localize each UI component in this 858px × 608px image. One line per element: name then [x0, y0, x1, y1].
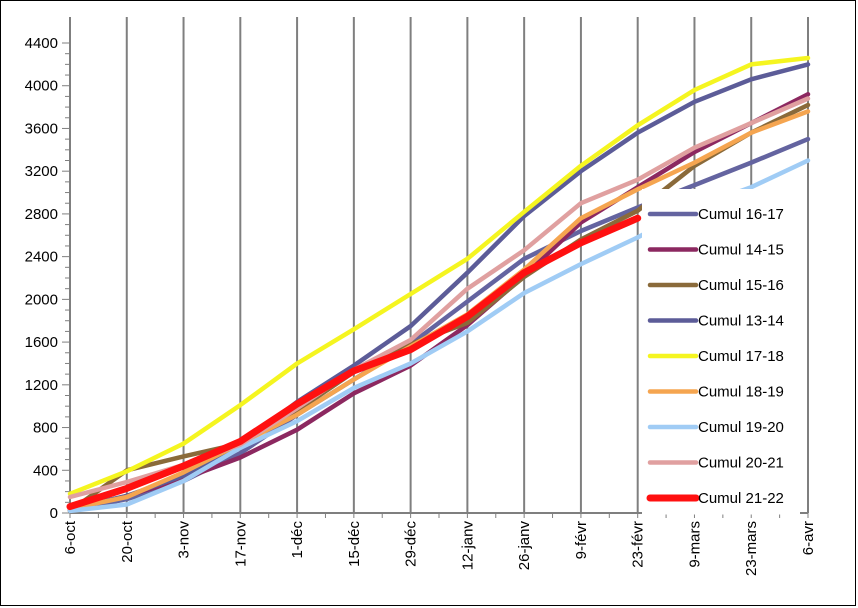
- y-tick-label: 1200: [25, 377, 58, 394]
- legend-label: Cumul 17-18: [698, 348, 784, 365]
- y-tick-label: 0: [50, 505, 58, 522]
- x-tick-label: 29-déc: [403, 521, 420, 567]
- y-tick-label: 4000: [25, 78, 58, 95]
- y-tick-label: 800: [33, 420, 58, 437]
- legend-label: Cumul 16-17: [698, 206, 784, 223]
- legend-label: Cumul 21-22: [698, 490, 784, 507]
- legend-label: Cumul 13-14: [698, 313, 784, 330]
- y-tick-label: 1600: [25, 334, 58, 351]
- y-tick-label: 3200: [25, 163, 58, 180]
- legend-label: Cumul 18-19: [698, 384, 784, 401]
- x-tick-label: 23-févr: [630, 521, 647, 568]
- x-tick-label: 1-déc: [289, 521, 306, 559]
- series-line-cumul-17-18: [67, 55, 811, 497]
- legend-label: Cumul 14-15: [698, 242, 784, 259]
- x-tick-label: 6-oct: [62, 520, 79, 554]
- series-line-cumul-21-22: [66, 214, 642, 511]
- x-tick-label: 23-mars: [743, 521, 760, 576]
- x-tick-label: 26-janv: [516, 521, 533, 571]
- x-tick-label: 9-mars: [686, 521, 703, 568]
- x-tick-label: 20-oct: [119, 520, 136, 563]
- x-tick-label: 9-févr: [573, 521, 590, 559]
- y-tick-label: 3600: [25, 120, 58, 137]
- y-tick-label: 400: [33, 462, 58, 479]
- y-axis: 0 400 800 1200 1600 2000 2400 2800 3200 3600 4000 4…: [25, 17, 71, 522]
- x-tick-label: 15-déc: [346, 521, 363, 567]
- x-axis: 6-oct 20-oct 3-nov 17-nov 1-déc 15-déc 29-déc 1…: [62, 512, 817, 576]
- y-tick-label: 2800: [25, 206, 58, 223]
- legend: Cumul 16-17 Cumul 14-15 Cumul 15-16 Cumul 1…: [642, 189, 800, 515]
- series-line-cumul-13-14: [67, 62, 811, 511]
- x-tick-label: 6-avr: [800, 521, 817, 555]
- x-tick-label: 12-janv: [459, 521, 476, 571]
- y-tick-label: 4400: [25, 35, 58, 52]
- legend-label: Cumul 19-20: [698, 419, 784, 436]
- y-tick-label: 2400: [25, 249, 58, 266]
- x-tick-label: 3-nov: [176, 521, 193, 559]
- legend-label: Cumul 20-21: [698, 455, 784, 472]
- legend-label: Cumul 15-16: [698, 277, 784, 294]
- x-tick-label: 17-nov: [232, 521, 249, 567]
- y-tick-label: 2000: [25, 291, 58, 308]
